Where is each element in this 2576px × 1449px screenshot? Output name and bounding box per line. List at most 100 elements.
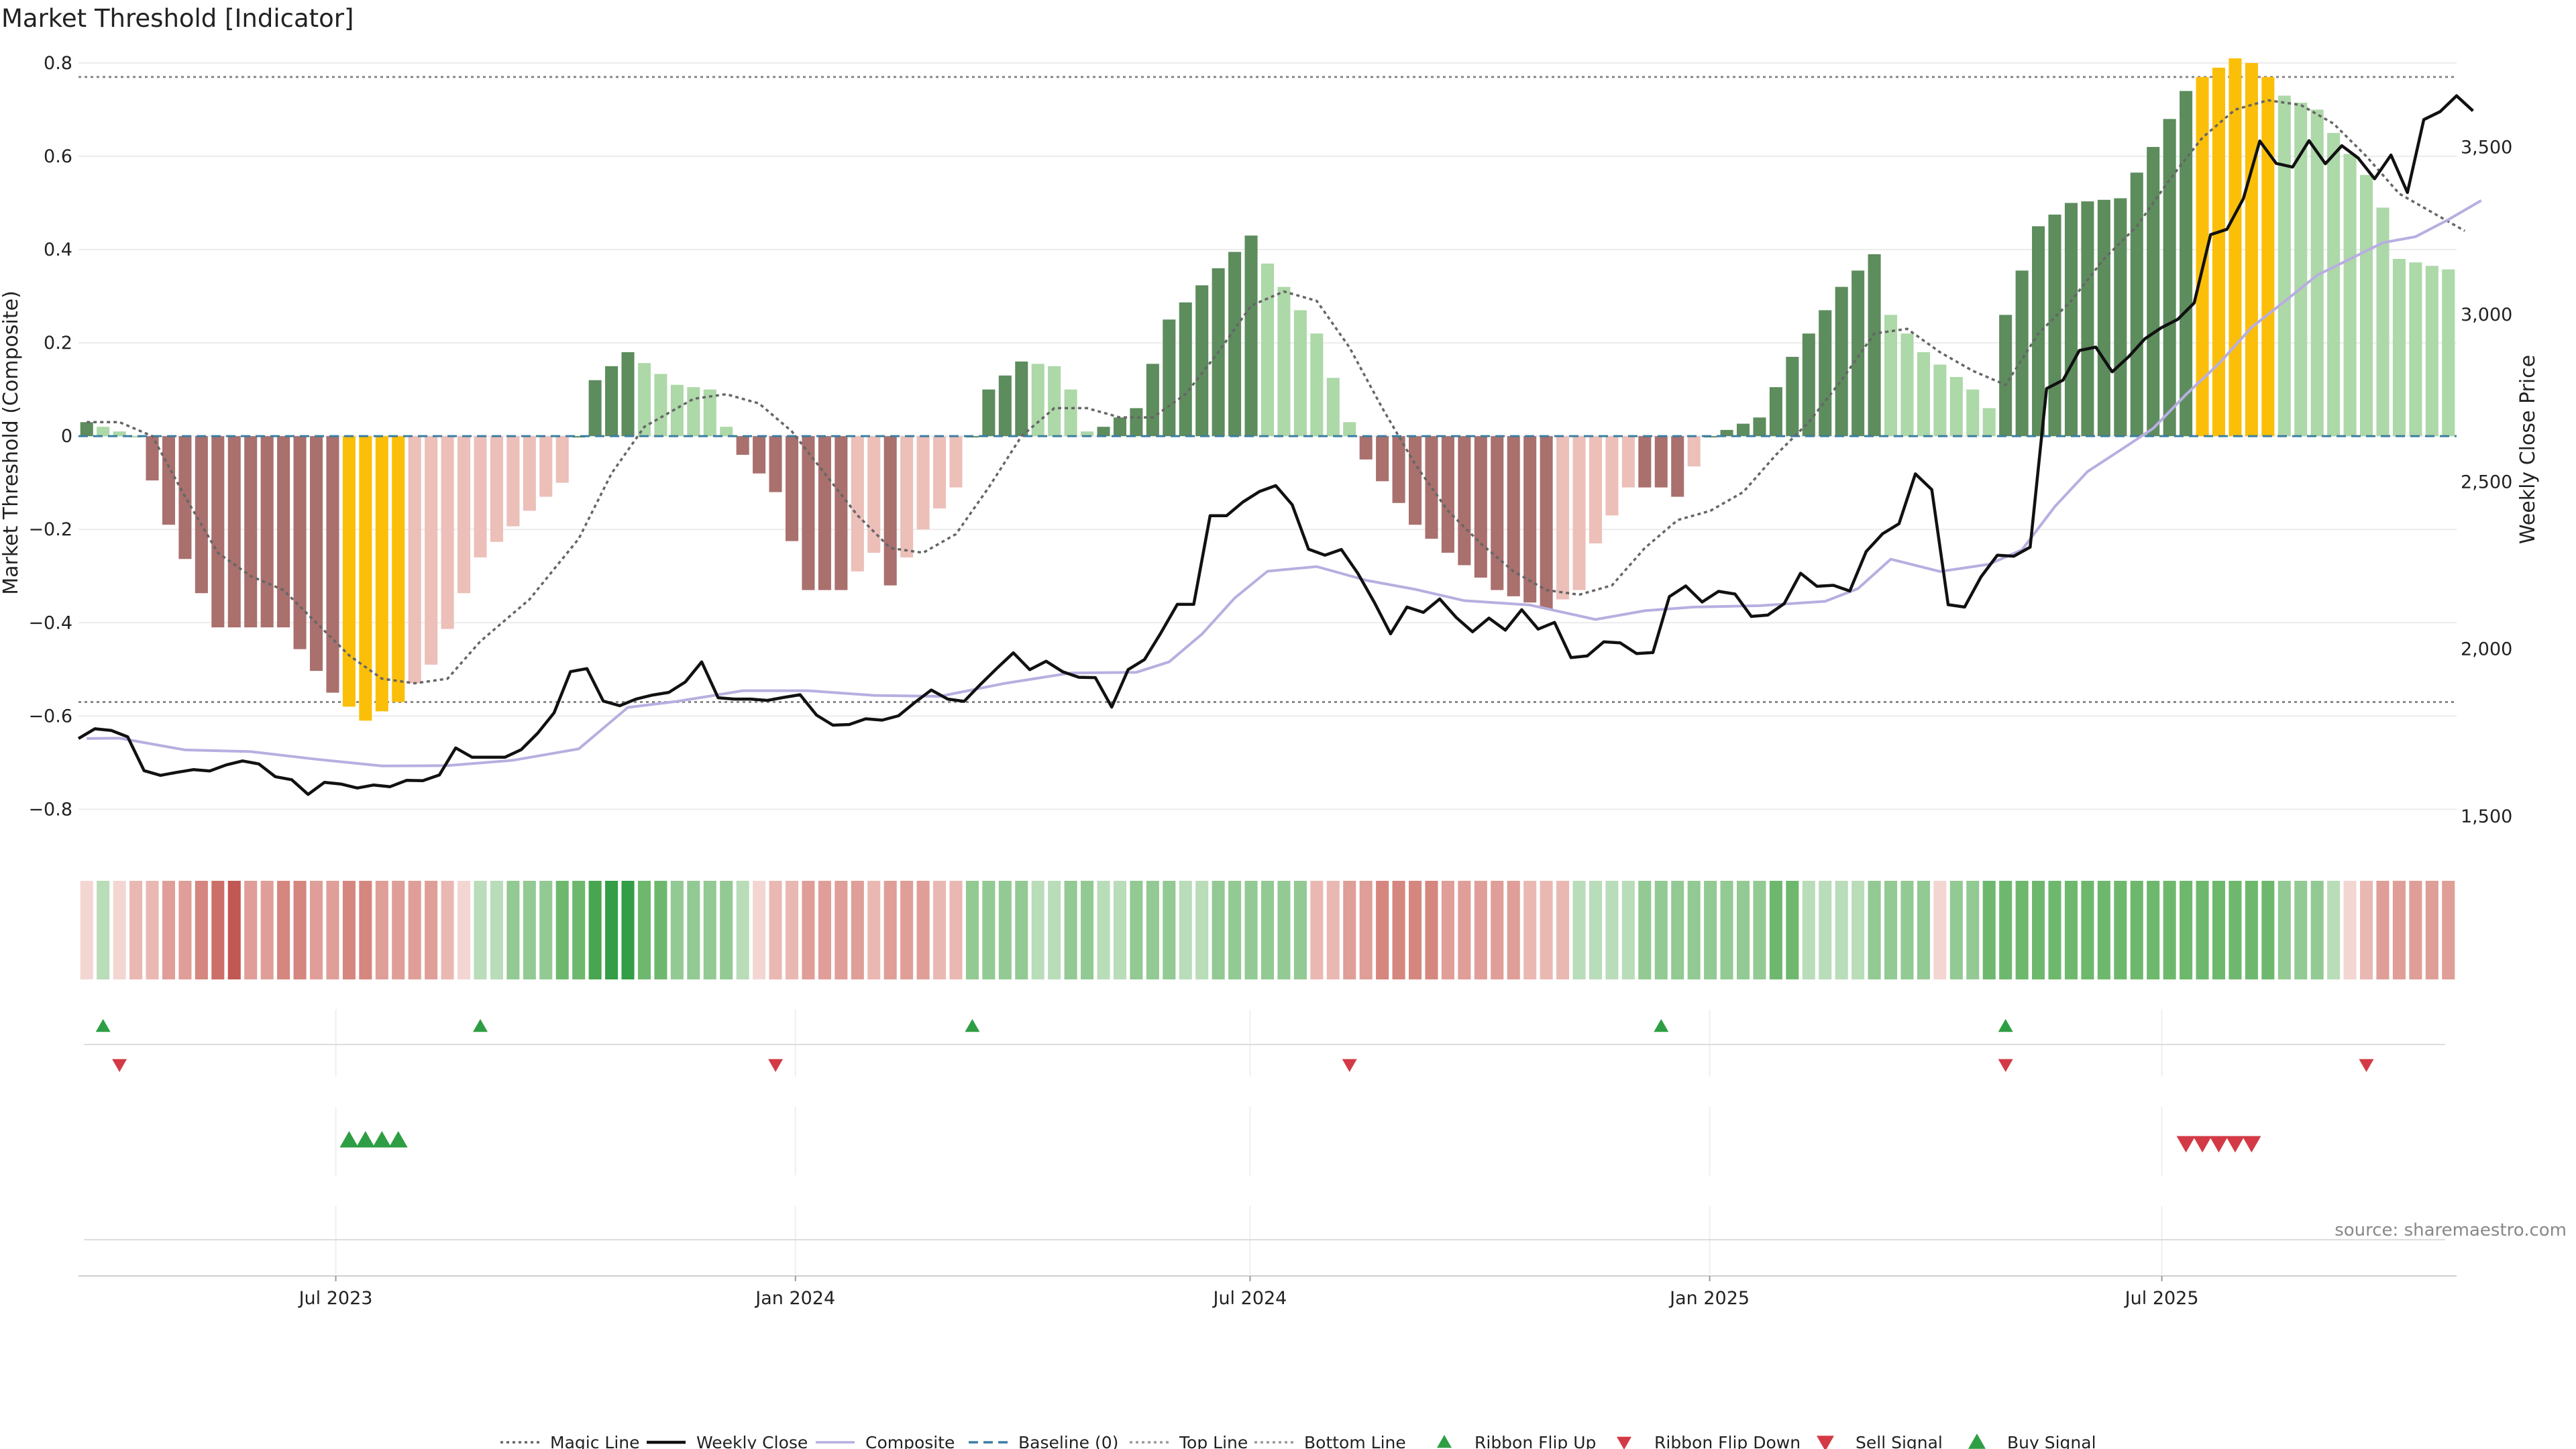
composite-bar (2130, 172, 2143, 437)
composite-bar (2180, 91, 2193, 437)
ribbon-cell (1408, 881, 1422, 979)
ribbon-cell (785, 881, 799, 979)
composite-bar (1966, 389, 1980, 437)
composite-bar (1228, 252, 1242, 437)
ribbon-cell (1015, 881, 1028, 979)
price-lines (77, 94, 2482, 796)
ribbon-cell (408, 881, 421, 979)
composite-bar (1786, 356, 1799, 437)
composite-bar (1179, 302, 1192, 437)
ribbon-cell (736, 881, 749, 979)
legend-label: Buy Signal (2007, 1433, 2096, 1449)
ribbon-cell (2180, 881, 2193, 979)
ribbon-flip-up-marker (1654, 1019, 1669, 1032)
ribbon-cell (1671, 881, 1684, 979)
composite-bar (1326, 378, 1340, 437)
ribbon-cell (2114, 881, 2127, 979)
ribbon-cell (2015, 881, 2029, 979)
composite-bar (2015, 270, 2029, 437)
buy-signal-marker (388, 1131, 408, 1148)
composite-bar (375, 436, 388, 712)
composite-bar (1458, 436, 1471, 566)
ribbon-cell (818, 881, 831, 979)
ribbon-cell (342, 881, 356, 979)
ribbon-cell (425, 881, 438, 979)
ribbon-cell (1146, 881, 1159, 979)
composite-bar (1195, 285, 1209, 437)
legend-label: Weekly Close (696, 1433, 808, 1449)
ribbon-cell (146, 881, 159, 979)
ribbon-cell (2081, 881, 2094, 979)
ribbon-cell (1786, 881, 1799, 979)
composite-bar (392, 436, 405, 702)
ribbon-cell (2409, 881, 2422, 979)
ribbon-cell (1523, 881, 1537, 979)
ribbon-cell (1260, 881, 1275, 979)
composite-bar (97, 427, 110, 437)
ribbon-cell (1392, 881, 1405, 979)
composite-bar (2114, 198, 2127, 437)
composite-bar (1048, 366, 1061, 437)
composite-bar (2032, 226, 2045, 437)
ribbon-cell (80, 881, 93, 979)
composite-bar (1491, 436, 1504, 590)
left-tick-label: −0.2 (28, 519, 72, 540)
composite-bar (1687, 436, 1701, 467)
ribbon-flip-panel (84, 1010, 2445, 1077)
composite-bar (2425, 266, 2438, 437)
left-tick-label: 0.2 (44, 333, 72, 354)
right-tick-label: 3,000 (2461, 305, 2512, 325)
ribbon-cell (2064, 881, 2078, 979)
ribbon-cell (670, 881, 684, 979)
ribbon-cell (1949, 881, 1963, 979)
x-axis: Jul 2023 Jan 2024 Jul 2024 Jan 2025 Jul 2025 (78, 1275, 2457, 1309)
ribbon-cell (244, 881, 258, 979)
ribbon-cell (1163, 881, 1176, 979)
ribbon-cell (162, 881, 176, 979)
composite-bar (227, 436, 241, 628)
ribbon-cell (1982, 881, 1996, 979)
composite-bar (2229, 58, 2242, 437)
ribbon-cell (1704, 881, 1717, 979)
legend: Magic Line Weekly Close Composite Baseline … (500, 1433, 2096, 1449)
ribbon-cell (1687, 881, 1701, 979)
composite-bar (867, 436, 881, 553)
composite-bar (588, 380, 602, 437)
composite-bar (1589, 436, 1603, 544)
ribbon-cell (441, 881, 454, 979)
composite-bar (802, 436, 815, 590)
composite-bar (129, 436, 143, 438)
composite-bar (1064, 389, 1077, 437)
composite-bar (539, 436, 553, 497)
composite-bar (851, 436, 864, 572)
legend-label: Ribbon Flip Up (1474, 1433, 1596, 1449)
composite-bar (2064, 203, 2078, 437)
ribbon-cell (1851, 881, 1865, 979)
ribbon-cell (1933, 881, 1947, 979)
ribbon-flip-down-marker (1998, 1059, 2013, 1072)
ribbon-cell (2048, 881, 2061, 979)
ribbon-flip-down-marker (1342, 1059, 1357, 1072)
composite-bar (883, 436, 897, 586)
composite-bar (1556, 436, 1570, 600)
ribbon-cell (2442, 881, 2455, 979)
ribbon-cell (1507, 881, 1520, 979)
ribbon-cell (2261, 881, 2275, 979)
ribbon-cell (916, 881, 930, 979)
ribbon-flip-up-marker (1998, 1019, 2013, 1032)
ribbon-cell (1572, 881, 1586, 979)
ribbon-flip-up-marker (965, 1019, 980, 1032)
ribbon-cell (1376, 881, 1389, 979)
composite-bar (687, 387, 700, 437)
ribbon-cell (392, 881, 405, 979)
sell-signal-marker (2225, 1136, 2245, 1152)
ribbon-cell (1917, 881, 1930, 979)
left-tick-label: 0.4 (44, 239, 72, 260)
ribbon-cell (802, 881, 815, 979)
ribbon-cell (932, 881, 947, 979)
composite-bar (506, 436, 520, 527)
left-axis-ticks: −0.8 −0.6 −0.4 −0.2 0 0.2 0.4 0.6 0.8 (28, 53, 72, 820)
ribbon-cell (113, 881, 126, 979)
composite-bar (1244, 235, 1258, 437)
composite-bar (1638, 436, 1652, 488)
